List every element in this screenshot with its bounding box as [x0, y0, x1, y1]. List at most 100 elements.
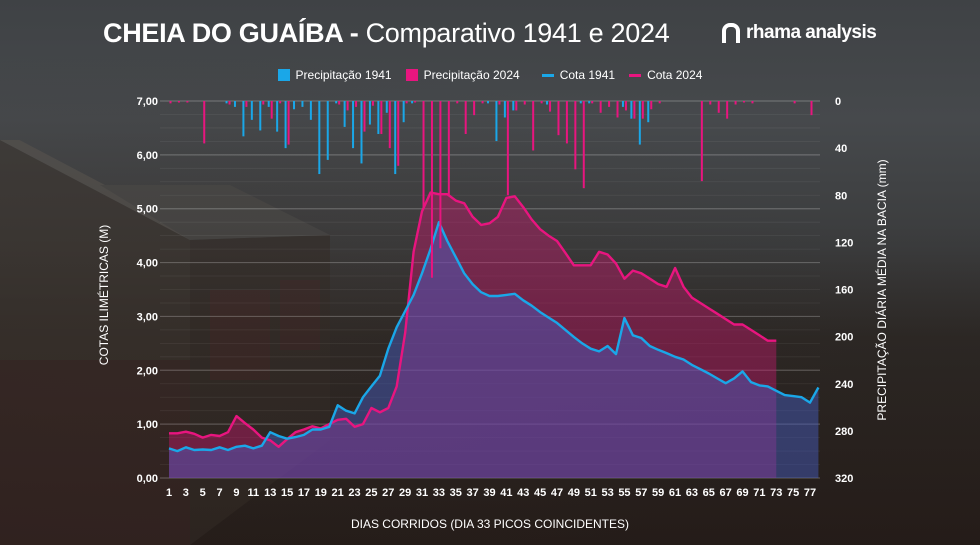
bar-precip-2024 — [203, 101, 206, 144]
bar-precip-1941 — [250, 101, 253, 120]
left-axis-tick: 2,00 — [137, 365, 158, 377]
bar-precip-1941 — [301, 101, 304, 107]
bar-precip-2024 — [371, 101, 374, 106]
legend-swatch-precip-1941 — [277, 69, 290, 81]
bar-precip-1941 — [318, 101, 321, 175]
x-axis-tick: 19 — [315, 487, 327, 499]
left-axis-tick: 5,00 — [137, 204, 158, 216]
bar-precip-2024 — [743, 101, 746, 103]
x-axis-tick: 29 — [399, 487, 411, 499]
bar-precip-2024 — [751, 101, 754, 104]
x-axis-tick: 41 — [500, 487, 512, 499]
bar-precip-2024 — [810, 101, 813, 116]
bar-precip-1941 — [259, 101, 262, 131]
legend-item-precip-2024: Precipitação 2024 — [405, 68, 520, 82]
bar-precip-2024 — [287, 101, 290, 145]
title-regular: Comparativo 1941 e 2024 — [365, 18, 670, 48]
bar-precip-2024 — [338, 101, 341, 105]
x-axis-tick: 39 — [483, 487, 495, 499]
bar-precip-2024 — [447, 101, 450, 196]
bar-precip-2024 — [380, 101, 383, 134]
x-axis-tick: 77 — [804, 487, 816, 499]
bar-precip-1941 — [385, 101, 388, 113]
bar-precip-1941 — [293, 101, 296, 110]
bar-precip-2024 — [169, 101, 172, 104]
bar-precip-2024 — [422, 101, 425, 208]
right-axis-tick: 280 — [835, 426, 853, 438]
bar-precip-1941 — [335, 101, 338, 104]
left-axis-tick: 6,00 — [137, 150, 158, 162]
bar-precip-2024 — [565, 101, 568, 144]
bar-precip-2024 — [616, 101, 619, 118]
line-cota-2024 — [169, 191, 777, 448]
bar-precip-2024 — [574, 101, 577, 170]
left-axis-tick: 3,00 — [137, 311, 158, 323]
bar-precip-2024 — [641, 101, 644, 119]
bar-precip-2024 — [582, 101, 585, 189]
bar-precip-1941 — [267, 101, 270, 107]
bar-precip-2024 — [355, 101, 358, 107]
x-axis-tick: 45 — [534, 487, 546, 499]
legend-item-cota-1941: Cota 1941 — [541, 68, 616, 82]
bar-precip-2024 — [700, 101, 703, 182]
bar-precip-2024 — [346, 101, 349, 111]
bar-precip-1941 — [503, 101, 506, 118]
bar-precip-1941 — [546, 101, 549, 105]
x-axis-tick: 21 — [332, 487, 344, 499]
title-bold: CHEIA DO GUAÍBA - — [103, 18, 359, 48]
bar-precip-1941 — [360, 101, 363, 164]
bar-precip-2024 — [414, 101, 417, 103]
legend-label: Cota 1941 — [559, 68, 616, 82]
bar-precip-2024 — [599, 101, 602, 113]
line-cota-1941 — [168, 220, 820, 453]
logo-text: rhama analysis — [746, 22, 877, 43]
x-axis-tick: 5 — [200, 487, 206, 499]
right-axis-tick: 80 — [835, 190, 847, 202]
x-axis-tick: 35 — [450, 487, 462, 499]
bar-precip-2024 — [650, 101, 653, 110]
right-axis-tick: 320 — [835, 473, 853, 485]
legend-swatch-precip-2024 — [405, 69, 418, 81]
x-axis-tick: 27 — [382, 487, 394, 499]
x-axis-tick: 23 — [348, 487, 360, 499]
left-axis-tick: 0,00 — [137, 473, 158, 485]
bar-precip-2024 — [709, 101, 712, 105]
bar-precip-2024 — [591, 101, 594, 104]
bar-precip-2024 — [464, 101, 467, 134]
x-axis-tick: 37 — [467, 487, 479, 499]
bar-precip-2024 — [363, 101, 366, 132]
bar-precip-1941 — [512, 101, 515, 111]
x-axis-tick: 25 — [365, 487, 377, 499]
x-axis-tick: 47 — [551, 487, 563, 499]
bar-precip-2024 — [506, 101, 509, 196]
bar-precip-2024 — [405, 101, 408, 104]
left-axis-title: COTAS ILIMÉTRICAS (M) — [97, 224, 111, 366]
x-axis-tick: 51 — [585, 487, 597, 499]
bar-precip-2024 — [557, 101, 560, 136]
bar-precip-2024 — [515, 101, 518, 111]
bar-precip-2024 — [228, 101, 231, 105]
area-cota-1941 — [169, 222, 819, 478]
x-axis-tick: 57 — [635, 487, 647, 499]
bar-precip-1941 — [588, 101, 591, 104]
bar-precip-2024 — [633, 101, 636, 119]
x-axis-tick: 33 — [433, 487, 445, 499]
bar-precip-2024 — [726, 101, 729, 119]
legend-label: Precipitação 2024 — [423, 68, 520, 82]
x-axis-tick: 65 — [703, 487, 715, 499]
bar-precip-1941 — [377, 101, 380, 134]
bar-precip-2024 — [186, 101, 189, 103]
bar-precip-2024 — [270, 101, 273, 119]
bar-precip-2024 — [279, 101, 282, 104]
bar-precip-1941 — [495, 101, 498, 142]
x-axis-tick: 43 — [517, 487, 529, 499]
x-axis-tick: 67 — [720, 487, 732, 499]
right-axis-tick: 160 — [835, 285, 853, 297]
legend-label: Precipitação 1941 — [295, 68, 392, 82]
bar-precip-2024 — [388, 101, 391, 149]
x-axis-tick: 9 — [233, 487, 239, 499]
legend-swatch-cota-2024 — [629, 73, 642, 77]
bar-precip-1941 — [352, 101, 355, 149]
x-axis-tick: 15 — [281, 487, 293, 499]
